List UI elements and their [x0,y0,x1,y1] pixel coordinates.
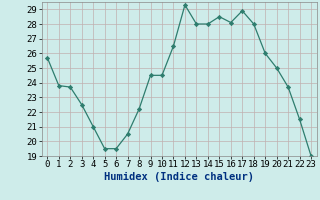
X-axis label: Humidex (Indice chaleur): Humidex (Indice chaleur) [104,172,254,182]
